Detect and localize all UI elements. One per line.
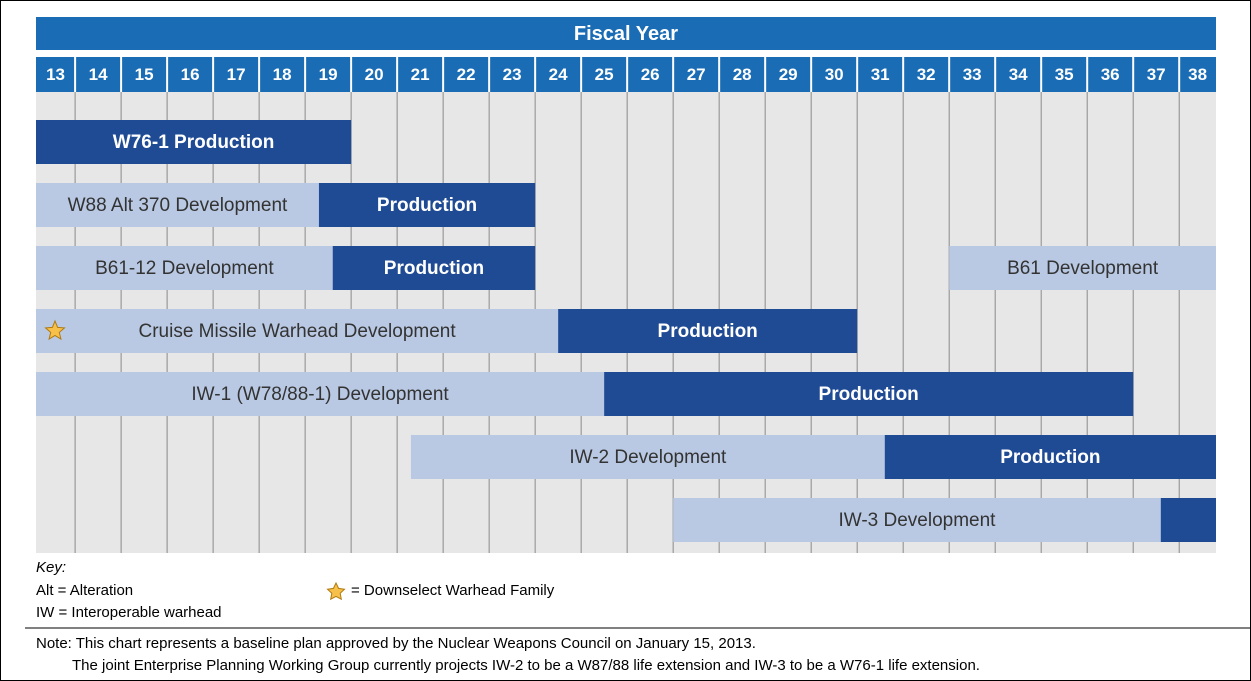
x-tick-label: 25: [595, 65, 614, 84]
bar-development: [949, 246, 1216, 290]
x-tick-label: 36: [1101, 65, 1120, 84]
bar-label: Cruise Missile Warhead Development: [139, 321, 457, 342]
bar-production: [604, 372, 1134, 416]
bar-label: W76-1 Production: [113, 132, 275, 153]
x-tick-label: 30: [825, 65, 844, 84]
x-tick-label: 14: [89, 65, 108, 84]
x-tick-label: 32: [917, 65, 936, 84]
bar-label: B61 Development: [1007, 258, 1159, 279]
header-bar: [36, 17, 1216, 50]
x-tick-label: 19: [319, 65, 338, 84]
bar-label: Production: [658, 321, 758, 342]
key-item: IW = Interoperable warhead: [36, 604, 222, 621]
x-tick-label: 13: [46, 65, 65, 84]
bar-label: Production: [1000, 447, 1100, 468]
bar-label: IW-3 Development: [838, 510, 996, 531]
bar-production: [558, 309, 858, 353]
key-heading: Key:: [36, 559, 66, 576]
x-tick-label: 26: [641, 65, 660, 84]
key-item: Alt = Alteration: [36, 582, 133, 599]
x-tick-label: 38: [1188, 65, 1207, 84]
bar-production: [1160, 498, 1216, 542]
x-tick-label: 18: [273, 65, 292, 84]
x-tick-label: 34: [1009, 65, 1028, 84]
bar-production: [36, 120, 352, 164]
x-tick-label: 15: [135, 65, 154, 84]
x-tick-label: 24: [549, 65, 568, 84]
x-tick-label: 27: [687, 65, 706, 84]
x-tick-label: 21: [411, 65, 430, 84]
chart-title: Fiscal Year: [574, 23, 678, 45]
x-tick-label: 33: [963, 65, 982, 84]
bar-production: [332, 246, 536, 290]
bar-production: [318, 183, 536, 227]
x-tick-label: 35: [1055, 65, 1074, 84]
bar-label: B61-12 Development: [95, 258, 274, 279]
x-tick-label: 29: [779, 65, 798, 84]
bar-label: W88 Alt 370 Development: [68, 195, 288, 216]
bar-development: [36, 372, 605, 416]
key-item: = Downselect Warhead Family: [351, 582, 555, 599]
x-tick-label: 20: [365, 65, 384, 84]
star-marker: [44, 319, 66, 341]
bar-development: [673, 498, 1161, 542]
note: Note: This chart represents a baseline p…: [36, 635, 756, 652]
bar-label: IW-1 (W78/88-1) Development: [191, 384, 449, 405]
bar-label: IW-2 Development: [569, 447, 727, 468]
note: The joint Enterprise Planning Working Gr…: [72, 657, 980, 674]
bar-development: [410, 435, 885, 479]
bar-production: [884, 435, 1216, 479]
x-tick-label: 37: [1147, 65, 1166, 84]
x-tick-label: 16: [181, 65, 200, 84]
year-row: [36, 57, 1216, 92]
x-tick-label: 17: [227, 65, 246, 84]
x-tick-label: 31: [871, 65, 890, 84]
bar-label: Production: [819, 384, 919, 405]
x-tick-label: 22: [457, 65, 476, 84]
bar-development: [36, 183, 319, 227]
x-tick-label: 28: [733, 65, 752, 84]
bar-development: [36, 309, 559, 353]
bar-development: [36, 246, 333, 290]
bar-label: Production: [377, 195, 477, 216]
x-tick-label: 23: [503, 65, 522, 84]
bar-label: Production: [384, 258, 484, 279]
star-icon: [326, 581, 346, 601]
